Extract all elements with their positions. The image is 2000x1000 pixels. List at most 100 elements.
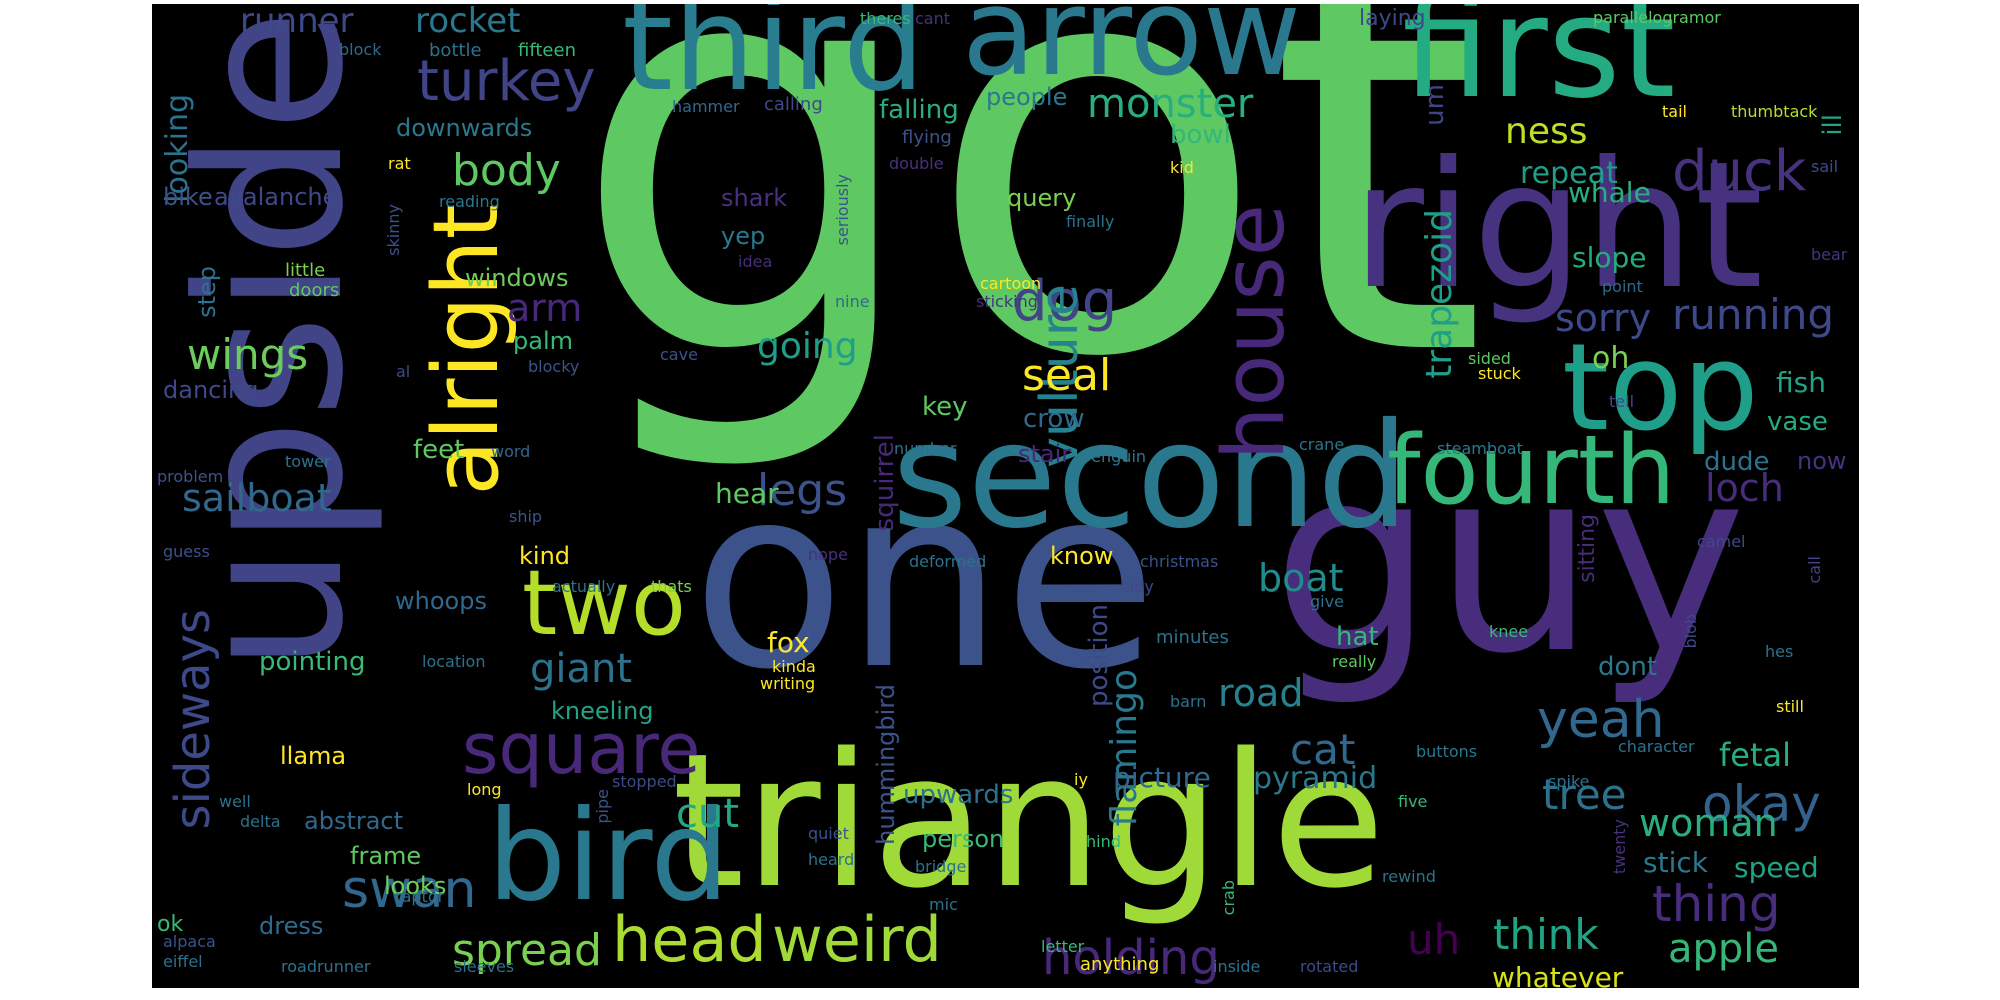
word-rocket: rocket <box>415 4 521 41</box>
word-ill: ill <box>1818 114 1848 136</box>
word-right: right <box>1352 125 1764 328</box>
word-repeat: repeat <box>1520 156 1618 191</box>
word-parallelogramor: parallelogramor <box>1593 8 1721 27</box>
word-stair: stair <box>1018 440 1072 468</box>
word-trapezoid: trapezoid <box>1419 209 1460 379</box>
word-top: top <box>1562 319 1759 458</box>
word-think: think <box>1493 910 1599 959</box>
word-stick: stick <box>1643 846 1708 879</box>
word-fourth: fourth <box>1387 416 1676 526</box>
word-dude: dude <box>1704 447 1770 477</box>
word-bike: bike <box>163 183 213 211</box>
word-iy: iy <box>1074 770 1088 789</box>
word-arm: arm <box>507 286 583 330</box>
word-crane: crane <box>1299 435 1345 454</box>
word-yep: yep <box>721 222 766 250</box>
word-whatever: whatever <box>1492 961 1624 989</box>
word-runner: runner <box>240 4 354 41</box>
word-skinny: skinny <box>384 204 403 256</box>
word-now: now <box>1797 447 1847 475</box>
word-doors: doors <box>289 280 340 301</box>
word-giant: giant <box>530 646 633 692</box>
word-five: five <box>1398 792 1428 811</box>
word-monster: monster <box>1087 81 1254 127</box>
word-spread: spread <box>452 925 602 976</box>
word-sleeves: sleeves <box>454 957 515 976</box>
word-shark: shark <box>721 184 788 212</box>
word-woman: woman <box>1639 801 1778 845</box>
word-stopped: stopped <box>612 772 677 791</box>
word-dog: dog <box>1012 269 1118 334</box>
word-eiffel: eiffel <box>163 952 203 971</box>
word-ness: ness <box>1505 111 1588 152</box>
word-apple: apple <box>1668 926 1780 972</box>
word-hes: hes <box>1765 642 1794 661</box>
word-calling: calling <box>764 94 823 115</box>
word-speed: speed <box>1734 851 1819 884</box>
word-third: third <box>622 4 926 120</box>
word-flying: flying <box>902 127 952 148</box>
word-running: running <box>1672 290 1835 339</box>
word-steamboat: steamboat <box>1437 439 1523 458</box>
word-kind: kind <box>519 542 571 570</box>
word-dancing: dancing <box>163 376 259 404</box>
word-character: character <box>1618 737 1695 756</box>
word-second: second <box>892 392 1410 561</box>
word-fox: fox <box>767 626 810 659</box>
word-vase: vase <box>1767 407 1828 437</box>
word-arrow: arrow <box>962 4 1302 103</box>
word-dont: dont <box>1598 652 1658 682</box>
word-point: point <box>1602 277 1643 296</box>
word-pointing: pointing <box>259 647 366 677</box>
word-call: call <box>1805 556 1824 584</box>
word-fetal: fetal <box>1719 736 1791 774</box>
word-weird: weird <box>772 903 942 976</box>
word-yeah: yeah <box>1537 690 1665 750</box>
word-sailboat: sailboat <box>182 476 332 520</box>
word-step: step <box>193 266 221 318</box>
word-nine: nine <box>835 292 870 311</box>
word-cartoon: cartoon <box>980 274 1042 293</box>
word-tower: tower <box>285 452 331 471</box>
word-twenty: twenty <box>1610 819 1629 875</box>
word-tail: tail <box>1662 102 1687 121</box>
word-body: body <box>452 145 561 196</box>
word-query: query <box>1007 184 1077 212</box>
word-kinda: kinda <box>772 657 816 676</box>
word-letter: letter <box>1041 937 1085 956</box>
word-windows: windows <box>465 264 569 292</box>
word-lady: lady <box>1120 577 1154 596</box>
word-really: really <box>1332 652 1377 671</box>
word-christmas: christmas <box>1140 552 1219 571</box>
word-hat: hat <box>1336 622 1379 652</box>
word-anything: anything <box>1080 954 1160 975</box>
word-oh: oh <box>1592 341 1630 376</box>
word-position: position <box>1084 604 1114 707</box>
word-location: location <box>422 652 486 671</box>
word-hummingbird: hummingbird <box>872 684 900 845</box>
word-bird: bird <box>487 784 730 929</box>
word-quiet: quiet <box>808 824 849 843</box>
word-stuck: stuck <box>1478 364 1521 383</box>
word-triangle: triangle <box>672 713 1386 929</box>
word-theres: theres <box>860 9 911 28</box>
word-guy: guy <box>1272 413 1747 710</box>
word-heard: heard <box>808 850 855 869</box>
word-hear: hear <box>715 477 779 510</box>
word-abstract: abstract <box>304 807 404 835</box>
word-camel: camel <box>1697 532 1746 551</box>
word-seal: seal <box>1022 350 1112 401</box>
word-tree: tree <box>1542 770 1627 819</box>
word-writing: writing <box>760 674 816 693</box>
word-um: um <box>1420 84 1450 126</box>
word-uh: uh <box>1407 915 1461 964</box>
word-loch: loch <box>1705 466 1784 510</box>
word-person: person <box>922 825 1005 853</box>
word-kid: kid <box>1170 158 1194 177</box>
word-two: two <box>522 551 686 656</box>
word-little: little <box>285 260 326 281</box>
word-first: first <box>1402 4 1676 130</box>
word-looks: looks <box>384 872 447 900</box>
word-well: well <box>219 792 251 811</box>
word-duck: duck <box>1672 139 1807 204</box>
